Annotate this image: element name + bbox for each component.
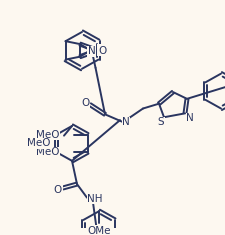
Text: N: N bbox=[186, 113, 194, 123]
Text: N: N bbox=[88, 46, 95, 56]
Text: MeO: MeO bbox=[27, 138, 50, 148]
Text: O: O bbox=[81, 98, 89, 108]
Text: MeO: MeO bbox=[36, 130, 60, 140]
Text: O: O bbox=[54, 185, 62, 195]
Text: S: S bbox=[158, 117, 164, 127]
Text: O: O bbox=[98, 46, 106, 56]
Text: NH: NH bbox=[87, 194, 103, 204]
Text: N: N bbox=[122, 117, 130, 127]
Text: MeO: MeO bbox=[36, 147, 60, 157]
Text: O: O bbox=[98, 45, 106, 55]
Text: OMe: OMe bbox=[87, 226, 111, 235]
